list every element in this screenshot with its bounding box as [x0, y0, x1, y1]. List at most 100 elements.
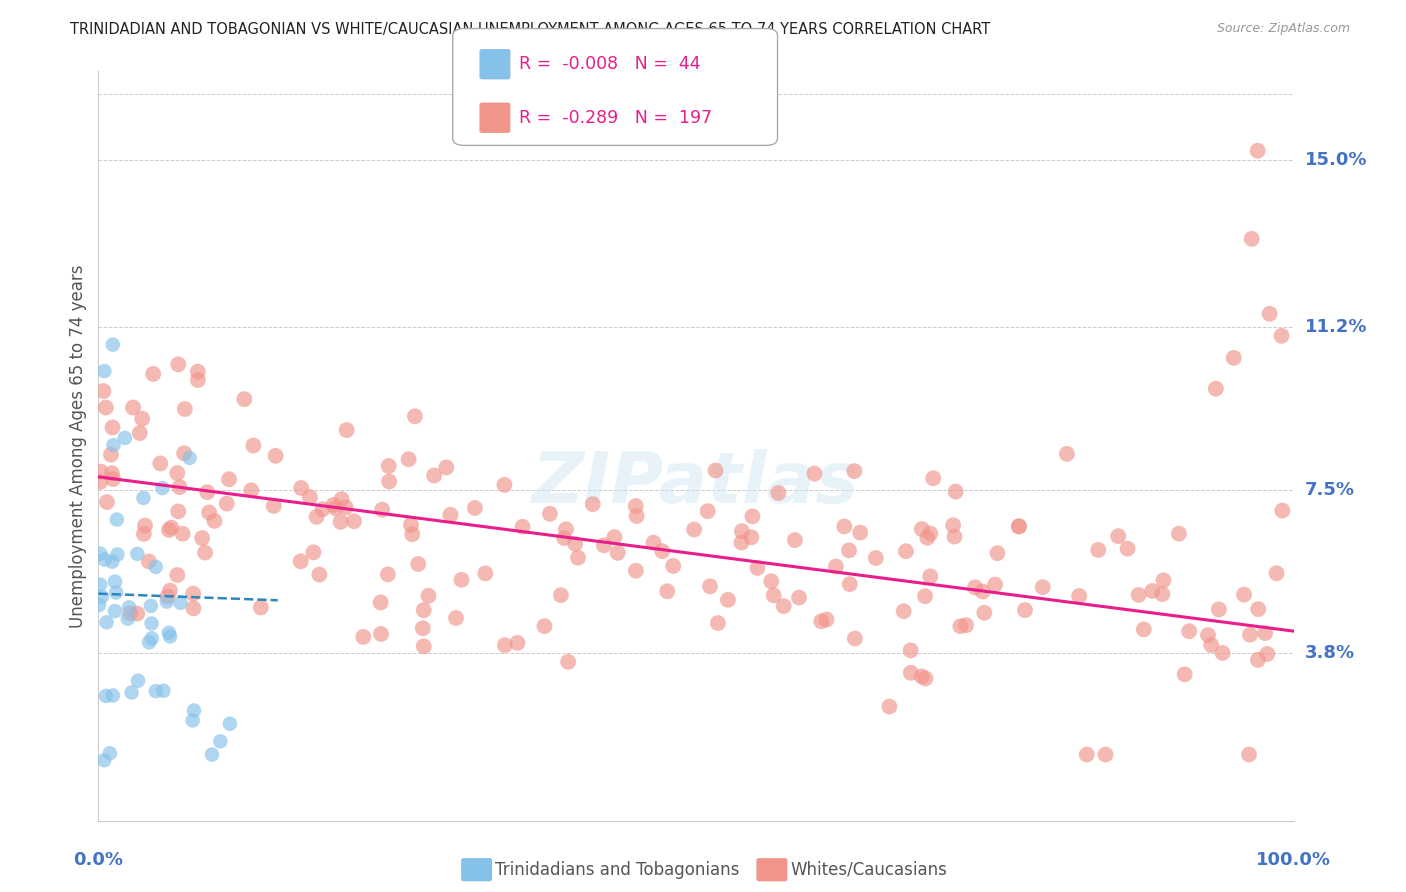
Point: [512, 520, 534, 534]
Point: [218, 472, 240, 486]
Point: [838, 543, 860, 558]
Point: [93, 364, 115, 378]
Point: [550, 588, 572, 602]
Point: [105, 513, 128, 527]
Point: [1237, 747, 1260, 762]
Point: [104, 604, 127, 618]
Text: 15.0%: 15.0%: [1305, 151, 1367, 169]
Point: [464, 500, 486, 515]
Point: [564, 537, 586, 551]
Point: [145, 684, 167, 698]
Point: [377, 458, 399, 473]
Point: [434, 460, 457, 475]
Point: [624, 564, 647, 578]
Point: [922, 471, 945, 485]
Point: [156, 590, 179, 604]
Point: [89, 475, 111, 489]
Point: [139, 599, 162, 613]
Point: [219, 716, 242, 731]
Point: [370, 595, 392, 609]
Point: [89, 547, 111, 561]
Point: [730, 535, 752, 549]
Point: [1239, 628, 1261, 642]
Point: [783, 533, 806, 547]
Point: [747, 561, 769, 575]
Point: [100, 448, 122, 462]
Point: [1256, 647, 1278, 661]
Point: [900, 643, 922, 657]
Point: [450, 573, 472, 587]
Point: [761, 574, 783, 589]
Point: [731, 524, 754, 538]
Point: [787, 591, 810, 605]
Point: [201, 747, 224, 762]
Point: [352, 630, 374, 644]
Point: [343, 514, 366, 528]
Point: [849, 525, 872, 540]
Y-axis label: Unemployment Among Ages 65 to 74 years: Unemployment Among Ages 65 to 74 years: [69, 264, 87, 628]
Point: [132, 527, 155, 541]
Point: [117, 612, 139, 626]
Point: [1142, 584, 1164, 599]
Point: [1128, 588, 1150, 602]
Point: [1211, 646, 1233, 660]
Point: [311, 502, 333, 516]
Point: [1032, 580, 1054, 594]
Point: [325, 501, 347, 516]
Point: [104, 574, 127, 589]
Point: [377, 567, 399, 582]
Point: [240, 483, 263, 498]
Point: [94, 689, 117, 703]
Point: [87, 598, 110, 612]
Point: [593, 538, 616, 552]
Point: [815, 613, 838, 627]
Point: [973, 606, 995, 620]
Point: [101, 337, 124, 351]
Point: [1258, 307, 1281, 321]
Point: [557, 655, 579, 669]
Point: [141, 632, 163, 646]
Point: [93, 384, 115, 398]
Point: [101, 466, 124, 480]
Point: [506, 636, 529, 650]
Point: [127, 547, 149, 561]
Point: [371, 502, 394, 516]
Point: [986, 546, 1008, 560]
Point: [264, 449, 287, 463]
Point: [972, 584, 994, 599]
Text: TRINIDADIAN AND TOBAGONIAN VS WHITE/CAUCASIAN UNEMPLOYMENT AMONG AGES 65 TO 74 Y: TRINIDADIAN AND TOBAGONIAN VS WHITE/CAUC…: [70, 22, 991, 37]
Point: [412, 621, 434, 635]
Point: [1233, 588, 1256, 602]
Point: [1247, 653, 1270, 667]
Point: [1168, 526, 1191, 541]
Point: [1240, 232, 1263, 246]
Point: [122, 401, 145, 415]
Point: [945, 484, 967, 499]
Point: [107, 548, 129, 562]
Point: [418, 589, 440, 603]
Point: [893, 604, 915, 618]
Point: [302, 545, 325, 559]
Point: [101, 689, 124, 703]
Point: [834, 519, 856, 533]
Point: [914, 672, 936, 686]
Point: [209, 734, 232, 748]
Point: [179, 450, 201, 465]
Point: [159, 583, 181, 598]
Point: [404, 409, 426, 424]
Point: [138, 554, 160, 568]
Point: [1254, 626, 1277, 640]
Point: [1116, 541, 1139, 556]
Point: [370, 627, 392, 641]
Point: [191, 531, 214, 545]
Point: [149, 457, 172, 471]
Point: [166, 568, 188, 582]
Point: [98, 746, 121, 760]
Point: [127, 607, 149, 621]
Point: [187, 373, 209, 387]
Point: [152, 481, 174, 495]
Point: [624, 499, 647, 513]
Point: [626, 509, 648, 524]
Point: [305, 509, 328, 524]
Point: [398, 452, 420, 467]
